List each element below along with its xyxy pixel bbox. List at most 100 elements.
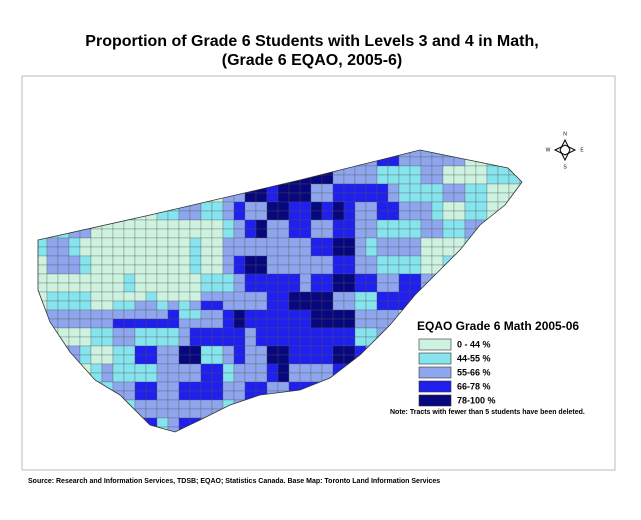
tract [233,336,246,347]
tract [211,426,224,432]
tract [211,363,224,374]
tract [79,282,92,293]
tract [277,201,290,212]
tract [57,192,70,203]
tract [145,228,158,239]
frame [21,75,616,471]
tract [354,219,367,230]
tract [266,363,279,374]
tract [101,210,114,221]
tract [420,273,433,284]
tract [189,363,202,374]
tract [112,282,125,293]
tract [376,417,389,428]
tract [46,282,59,293]
tract [222,255,235,266]
tract [145,150,158,158]
compass-rose [553,144,577,156]
tract [431,309,444,320]
tract [156,150,169,158]
tract [508,381,521,392]
tract [365,417,378,428]
tract [486,237,499,248]
tract [38,156,48,167]
tract [497,192,510,203]
tract [266,282,279,293]
tract [332,417,345,428]
tract [90,174,103,185]
tract [387,273,400,284]
tract [255,408,268,419]
tract [409,150,422,158]
tract [255,354,268,365]
tract [376,372,389,383]
tract [409,426,422,432]
tract [376,363,389,374]
tract [68,345,81,356]
tract [38,210,48,221]
tract [486,264,499,275]
tract [420,255,433,266]
tract [376,345,389,356]
tract [409,309,422,320]
tract [310,399,323,410]
tract [332,336,345,347]
tract [266,417,279,428]
tract [321,201,334,212]
tract [38,174,48,185]
tract [90,282,103,293]
tract [486,291,499,302]
tract [398,174,411,185]
tract [211,156,224,167]
tract [211,219,224,230]
tract [266,354,279,365]
tract [343,426,356,432]
tract [343,417,356,428]
tract [310,408,323,419]
tract [79,192,92,203]
tract [178,156,191,167]
tract [387,282,400,293]
tract [101,345,114,356]
tract [420,165,433,176]
tract [90,291,103,302]
tract [79,318,92,329]
tract [68,219,81,230]
tract [431,228,444,239]
tract [90,246,103,257]
tract [46,399,59,410]
tract [178,408,191,419]
tract [453,228,466,239]
tract [57,246,70,257]
tract [343,201,356,212]
tract [233,381,246,392]
tract [68,150,81,158]
tract [244,228,257,239]
tract [475,237,488,248]
tract [200,219,213,230]
tract [497,300,510,311]
tract [156,165,169,176]
tract [68,255,81,266]
tract [387,201,400,212]
tract [244,381,257,392]
tract [123,273,136,284]
tract [464,426,477,432]
tract [134,327,147,338]
tract [332,255,345,266]
tract [453,264,466,275]
tract [134,291,147,302]
tract [266,228,279,239]
tract [519,300,522,311]
tract [431,201,444,212]
tract [486,309,499,320]
tract [365,210,378,221]
tract [90,273,103,284]
tract [398,165,411,176]
tract [222,345,235,356]
tract [409,174,422,185]
tract [200,237,213,248]
tract [156,246,169,257]
tract [178,354,191,365]
tract [277,318,290,329]
